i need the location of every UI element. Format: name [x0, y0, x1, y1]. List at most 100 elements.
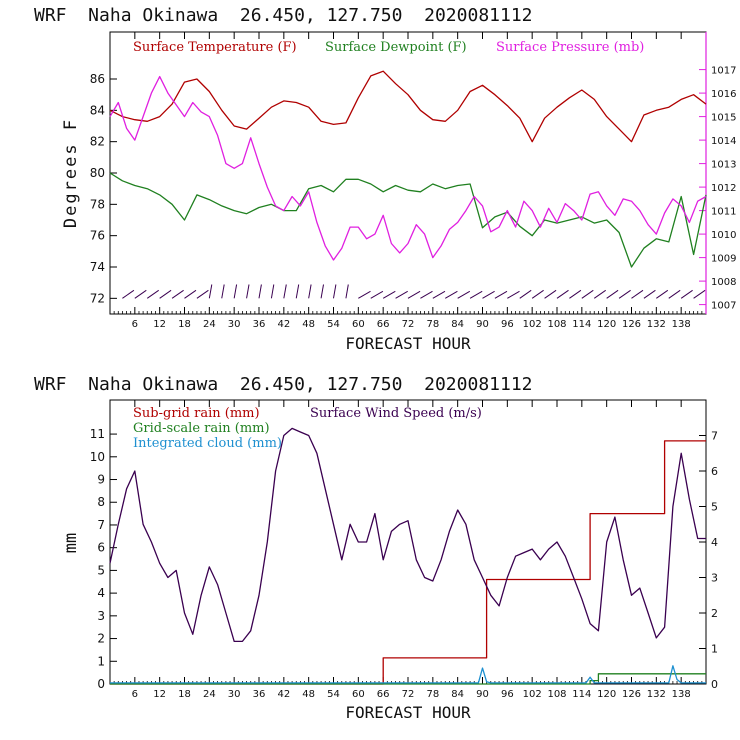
y2-tick-label: 1014 — [711, 136, 736, 147]
wind-barb — [184, 289, 197, 299]
wind-barb — [358, 290, 371, 299]
chart1-y-axis-label: Degrees F — [61, 118, 81, 228]
x-tick-label: 78 — [426, 689, 439, 700]
legend-grid-scale-rain: Grid-scale rain (mm) — [133, 421, 270, 436]
y-tick-label: 74 — [90, 260, 105, 274]
y-tick-label: 82 — [90, 135, 105, 149]
y-tick-label: 78 — [90, 197, 105, 211]
x-tick-label: 36 — [253, 689, 266, 700]
series-line-sub-grid-rain-mm — [110, 440, 706, 685]
y2-tick-label: 2 — [711, 607, 718, 620]
wind-barb — [631, 289, 644, 299]
y-tick-label: 3 — [97, 609, 105, 623]
series-line-surface-temperature-f — [109, 70, 707, 143]
x-tick-label: 90 — [476, 319, 489, 330]
wind-barb — [457, 290, 471, 299]
wind-barb — [320, 284, 324, 299]
series-line-surface-wind-speed-m-s — [109, 427, 706, 643]
legend-sub-grid-rain: Sub-grid rain (mm) — [133, 406, 260, 421]
x-tick-label: 126 — [622, 689, 641, 700]
wind-barb — [159, 289, 172, 299]
y-tick-label: 2 — [97, 632, 105, 646]
wind-barb — [333, 284, 337, 299]
wind-barb — [494, 290, 508, 299]
x-tick-label: 120 — [597, 319, 616, 330]
y2-tick-label: 1007 — [711, 301, 736, 312]
x-tick-label: 30 — [228, 689, 241, 700]
wind-barb — [519, 289, 532, 299]
chart1-wind-barbs — [122, 284, 706, 299]
wind-barb — [258, 284, 262, 299]
wind-barb — [556, 289, 569, 299]
x-tick-label: 42 — [277, 319, 290, 330]
x-tick-label: 108 — [547, 689, 566, 700]
chart2-y2-ticks: 0 1 2 3 4 5 6 7 — [699, 430, 718, 691]
y-tick-label: 9 — [97, 473, 105, 487]
x-tick-label: 42 — [277, 689, 290, 700]
chart1-series — [109, 70, 707, 268]
x-tick-label: 96 — [501, 689, 514, 700]
x-tick-label: 60 — [352, 319, 365, 330]
x-tick-label: 72 — [402, 689, 415, 700]
x-tick-label: 66 — [377, 319, 390, 330]
chart1-y2-ticks: 1007 1008 1009 1010 1011 1012 1013 1014 1015 1016… — [699, 32, 736, 314]
x-tick-label: 114 — [572, 689, 591, 700]
chart1-x-ticks: 6 12 18 24 30 36 42 48 54 60 66 72 78 84 90 96 102 108 114… — [113, 32, 703, 330]
x-tick-label: 126 — [622, 319, 641, 330]
y2-tick-label: 7 — [711, 430, 718, 443]
x-tick-label: 24 — [203, 319, 216, 330]
y2-tick-label: 1017 — [711, 66, 736, 77]
y2-tick-label: 1012 — [711, 183, 736, 194]
wind-barb — [693, 289, 706, 299]
wind-barb — [618, 289, 631, 299]
y2-tick-label: 1013 — [711, 160, 736, 171]
y-tick-label: 5 — [97, 563, 105, 577]
wind-barb — [382, 290, 396, 299]
series-line-surface-pressure-mb — [109, 75, 707, 261]
wind-barb — [395, 290, 408, 299]
y-tick-label: 76 — [90, 229, 105, 243]
y-tick-label: 0 — [97, 677, 105, 691]
temperature-chart: WRF Naha Okinawa 26.450, 127.750 2020081… — [34, 5, 736, 353]
x-tick-label: 84 — [451, 689, 464, 700]
x-tick-label: 12 — [153, 689, 166, 700]
legend-surface-dewpoint: Surface Dewpoint (F) — [325, 40, 467, 55]
legend-surface-temperature: Surface Temperature (F) — [133, 40, 297, 55]
wind-barb — [569, 289, 582, 299]
y2-tick-label: 5 — [711, 501, 718, 514]
x-tick-label: 84 — [451, 319, 464, 330]
chart2-title: WRF Naha Okinawa 26.450, 127.750 2020081… — [34, 374, 533, 395]
x-tick-label: 78 — [426, 319, 439, 330]
chart2-y-axis-label: mm — [61, 533, 81, 553]
y-tick-label: 6 — [97, 541, 105, 555]
y2-tick-label: 3 — [711, 572, 718, 585]
y-tick-label: 11 — [90, 427, 105, 441]
chart2-series — [109, 427, 706, 685]
x-tick-label: 102 — [523, 319, 542, 330]
wind-barb — [444, 290, 458, 299]
x-tick-label: 30 — [228, 319, 241, 330]
legend-integrated-cloud: Integrated cloud (mm) — [133, 436, 282, 451]
wind-barb — [208, 284, 213, 299]
x-tick-label: 6 — [132, 319, 138, 330]
wind-barb — [246, 284, 250, 299]
x-tick-label: 18 — [178, 689, 191, 700]
wind-barb — [308, 284, 312, 299]
legend-surface-pressure: Surface Pressure (mb) — [496, 40, 644, 55]
x-tick-label: 90 — [476, 689, 489, 700]
x-tick-label: 102 — [523, 689, 542, 700]
wind-barb — [680, 289, 693, 299]
y-tick-label: 8 — [97, 495, 105, 509]
wind-barb — [469, 290, 483, 299]
wind-barb — [134, 289, 147, 299]
series-line-surface-dewpoint-f — [109, 172, 707, 268]
wind-barb — [593, 289, 606, 299]
x-tick-label: 96 — [501, 319, 514, 330]
y-tick-label: 72 — [90, 291, 105, 305]
series-line-grid-scale-rain-mm — [110, 673, 706, 685]
y2-tick-label: 1008 — [711, 277, 736, 288]
y-tick-label: 10 — [90, 450, 105, 464]
x-tick-label: 108 — [547, 319, 566, 330]
chart2-y-ticks: 0 1 2 3 4 5 6 7 8 9 10 11 — [90, 427, 117, 691]
